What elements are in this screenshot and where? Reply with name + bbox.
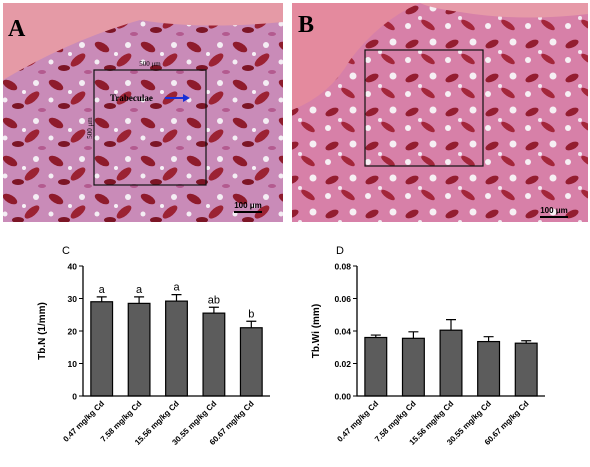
bar xyxy=(514,342,538,397)
axis xyxy=(82,266,270,397)
pointer-label: Trabeculae xyxy=(110,93,153,103)
y-axis-label: Tb.N (1/mm) xyxy=(37,302,48,360)
panel-label: C xyxy=(62,245,70,257)
error-bar xyxy=(171,294,182,302)
bar xyxy=(165,300,188,397)
error-bar xyxy=(521,340,532,344)
y-tick-label: 10 xyxy=(68,359,78,369)
y-tick-label: 0.02 xyxy=(334,359,351,369)
error-bar xyxy=(446,319,456,331)
micrograph-b xyxy=(292,3,588,222)
y-tick-label: 0.04 xyxy=(334,327,351,337)
error-bar xyxy=(208,306,219,314)
panel-label: A xyxy=(8,16,26,42)
error-bar xyxy=(96,296,107,302)
y-tick-label: 0.00 xyxy=(334,392,351,402)
error-bar xyxy=(134,296,145,304)
error-bar xyxy=(408,331,419,339)
y-tick-label: 0.08 xyxy=(334,262,351,272)
panel-label: D xyxy=(336,245,344,257)
bar xyxy=(477,340,501,397)
error-bar xyxy=(246,320,257,328)
significance-letter: a xyxy=(173,282,180,294)
bar xyxy=(127,302,151,397)
significance-letter: a xyxy=(136,284,143,296)
significance-letter: a xyxy=(99,284,106,296)
axis xyxy=(356,266,545,397)
y-tick-label: 40 xyxy=(68,262,78,272)
error-bar xyxy=(370,334,381,338)
bar xyxy=(364,336,388,397)
significance-letter: ab xyxy=(208,294,220,306)
y-tick-label: 30 xyxy=(68,294,78,304)
y-tick-label: 20 xyxy=(68,327,78,337)
bar xyxy=(202,312,226,397)
bar xyxy=(239,327,263,397)
box-height-label: 500 μm xyxy=(86,117,94,139)
micrograph-a xyxy=(3,3,283,222)
bar xyxy=(401,337,425,397)
y-tick-label: 0.06 xyxy=(334,294,351,304)
y-tick-label: 0 xyxy=(72,392,77,402)
y-axis-label: Tb.Wi (mm) xyxy=(311,304,322,358)
box-width-label: 500 μm xyxy=(139,60,161,68)
panel-label: B xyxy=(298,12,314,38)
bar xyxy=(90,301,114,397)
scale-bar-label: 100 μm xyxy=(234,201,262,210)
significance-letter: b xyxy=(248,308,254,320)
error-bar xyxy=(483,336,494,342)
scale-bar-label: 100 μm xyxy=(540,206,568,215)
bar xyxy=(439,329,463,397)
